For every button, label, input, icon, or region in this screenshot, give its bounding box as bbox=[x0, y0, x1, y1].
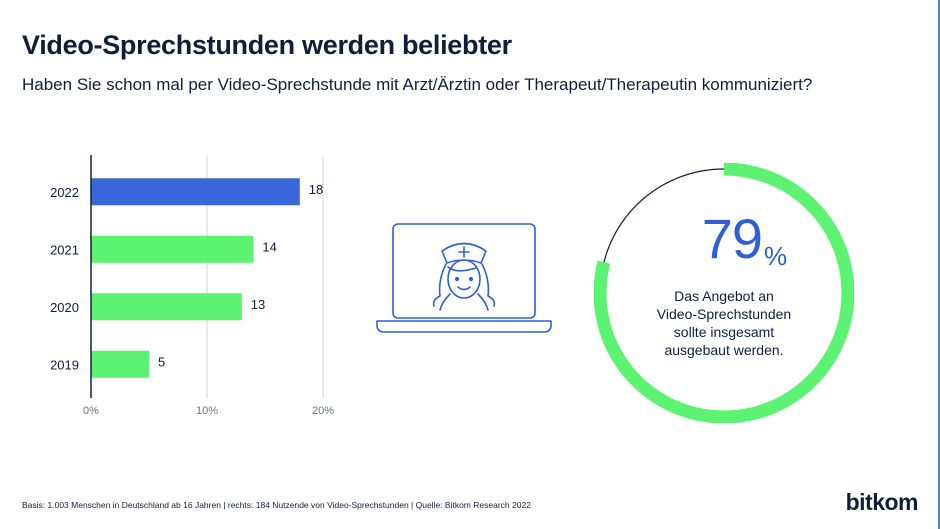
value-label: 14 bbox=[262, 239, 276, 254]
bar-chart: 0% 10% 20% 2022 18 2021 14 2020 13 2019 5 bbox=[50, 155, 334, 417]
bitkom-logo: bitkom bbox=[845, 489, 919, 515]
donut-arc bbox=[594, 163, 854, 423]
percent-sign: % bbox=[764, 241, 788, 271]
donut-description-line: Video-Sprechstunden bbox=[656, 306, 792, 322]
source-footnote: Basis: 1.003 Menschen in Deutschland ab … bbox=[22, 500, 531, 510]
donut-description-line: ausgebaut werden. bbox=[664, 342, 784, 358]
donut-description-line: sollte insgesamt bbox=[673, 324, 775, 340]
x-tick-label: 10% bbox=[196, 405, 218, 417]
value-label: 5 bbox=[158, 354, 165, 369]
x-tick-label: 20% bbox=[312, 405, 334, 417]
x-tick-label: 0% bbox=[83, 405, 99, 417]
bar bbox=[91, 235, 254, 263]
chart-subtitle: Haben Sie schon mal per Video-Sprechstun… bbox=[22, 75, 813, 94]
category-label: 2020 bbox=[50, 300, 79, 315]
bar bbox=[91, 350, 149, 378]
donut-chart: 79 % Das Angebot an Video-Sprechstunden … bbox=[594, 163, 854, 423]
donut-description: Das Angebot an Video-Sprechstunden sollt… bbox=[634, 287, 814, 359]
category-label: 2019 bbox=[50, 357, 79, 372]
value-label: 13 bbox=[251, 297, 265, 312]
percent-value: 79 bbox=[701, 207, 763, 270]
category-label: 2022 bbox=[50, 185, 79, 200]
donut-ring bbox=[594, 163, 854, 423]
bar bbox=[91, 293, 242, 321]
value-label: 18 bbox=[309, 182, 323, 197]
donut-description-line: Das Angebot an bbox=[674, 288, 774, 304]
bar bbox=[91, 178, 300, 206]
laptop-doctor-icon bbox=[376, 222, 552, 339]
chart-title: Video-Sprechstunden werden beliebter bbox=[22, 30, 512, 60]
category-label: 2021 bbox=[50, 242, 79, 257]
right-edge-border bbox=[938, 0, 940, 529]
